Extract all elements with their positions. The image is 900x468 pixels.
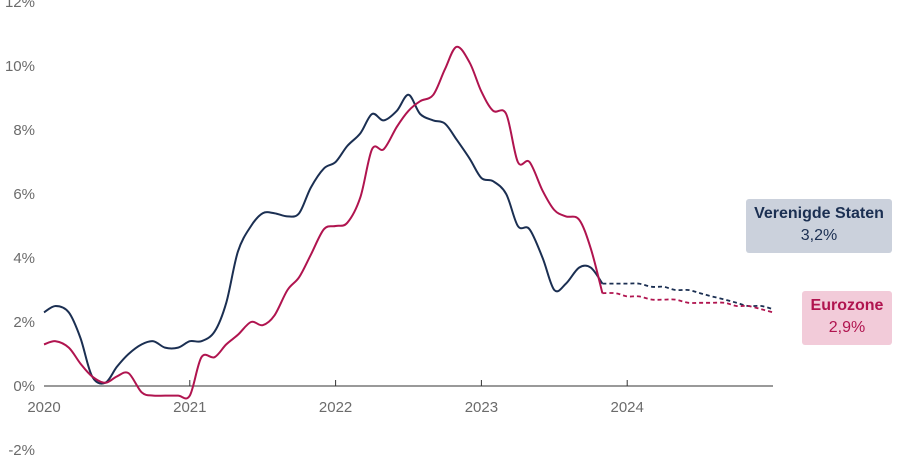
x-tick-label: 2024 xyxy=(611,399,644,416)
y-tick-label: 12% xyxy=(5,0,35,11)
y-tick-label: 4% xyxy=(13,250,35,267)
y-axis-ticks: -2% 0% 2% 4% 6% 8% 10% 12% xyxy=(5,0,35,459)
x-tick-label: 2020 xyxy=(27,399,60,416)
x-tick-label: 2022 xyxy=(319,399,352,416)
series-name-verenigde-staten: Verenigde Staten xyxy=(754,205,884,222)
y-tick-label: 0% xyxy=(13,378,35,395)
series-layer xyxy=(43,45,774,400)
label-eurozone: Eurozone 2,9% xyxy=(802,291,892,345)
label-verenigde-staten: Verenigde Staten 3,2% xyxy=(746,199,892,253)
series-line-verenigde-staten xyxy=(43,93,604,385)
series-value-eurozone: 2,9% xyxy=(828,319,866,336)
series-line-eurozone xyxy=(43,45,604,400)
series-forecast-line-verenigde-staten xyxy=(602,282,774,311)
series-value-verenigde-staten: 3,2% xyxy=(800,227,838,244)
y-tick-label: 10% xyxy=(5,58,35,75)
series-forecast-line-eurozone xyxy=(602,292,774,314)
y-tick-label: 2% xyxy=(13,314,35,331)
series-name-eurozone: Eurozone xyxy=(810,297,884,314)
y-tick-label: 6% xyxy=(13,186,35,203)
x-tick-label: 2023 xyxy=(465,399,498,416)
x-axis-ticks: 2020 2021 2022 2023 2024 xyxy=(27,380,644,416)
y-tick-label: 8% xyxy=(13,122,35,139)
y-tick-label: -2% xyxy=(8,442,35,459)
x-tick-label: 2021 xyxy=(173,399,206,416)
